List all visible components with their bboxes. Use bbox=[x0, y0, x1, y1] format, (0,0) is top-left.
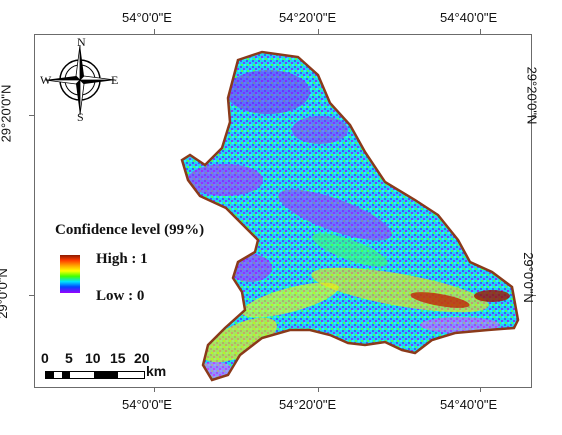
scale-seg-2 bbox=[62, 372, 70, 378]
legend-title: Confidence level (99%) bbox=[55, 222, 205, 238]
tick-bottom-3 bbox=[480, 387, 481, 392]
scale-seg-1 bbox=[46, 372, 54, 378]
tick-top-3 bbox=[480, 29, 481, 34]
scale-unit: km bbox=[146, 363, 167, 379]
scale-tick-15: 15 bbox=[110, 350, 126, 366]
legend-color-ramp bbox=[60, 255, 80, 293]
coord-bottom-2: 54°20'0"E bbox=[279, 397, 337, 412]
coord-bottom-1: 54°0'0"E bbox=[122, 397, 172, 412]
tick-left-1 bbox=[29, 115, 34, 116]
coord-top-2: 54°20'0"E bbox=[279, 10, 337, 25]
tick-top-2 bbox=[318, 29, 319, 34]
compass-n: N bbox=[77, 35, 86, 49]
coord-top-3: 54°40'0"E bbox=[440, 10, 498, 25]
scale-bar bbox=[45, 371, 145, 379]
compass-rose-icon bbox=[40, 40, 120, 120]
scale-tick-0: 0 bbox=[41, 350, 49, 366]
coord-bottom-3: 54°40'0"E bbox=[440, 397, 498, 412]
scale-tick-10: 10 bbox=[85, 350, 101, 366]
compass-s: S bbox=[77, 110, 84, 124]
scale-tick-20: 20 bbox=[134, 350, 150, 366]
tick-left-2 bbox=[29, 295, 34, 296]
scale-seg-3 bbox=[94, 372, 118, 378]
tick-bottom-1 bbox=[154, 387, 155, 392]
region-border bbox=[180, 50, 520, 382]
legend-low-label: Low : 0 bbox=[96, 288, 145, 304]
compass-w: W bbox=[40, 73, 52, 87]
coord-top-1: 54°0'0"E bbox=[122, 10, 172, 25]
tick-right-1 bbox=[531, 115, 536, 116]
scale-tick-5: 5 bbox=[65, 350, 73, 366]
tick-top-1 bbox=[154, 29, 155, 34]
compass-e: E bbox=[111, 73, 119, 87]
tick-right-2 bbox=[531, 295, 536, 296]
tick-bottom-2 bbox=[318, 387, 319, 392]
legend-high-label: High : 1 bbox=[96, 251, 148, 267]
